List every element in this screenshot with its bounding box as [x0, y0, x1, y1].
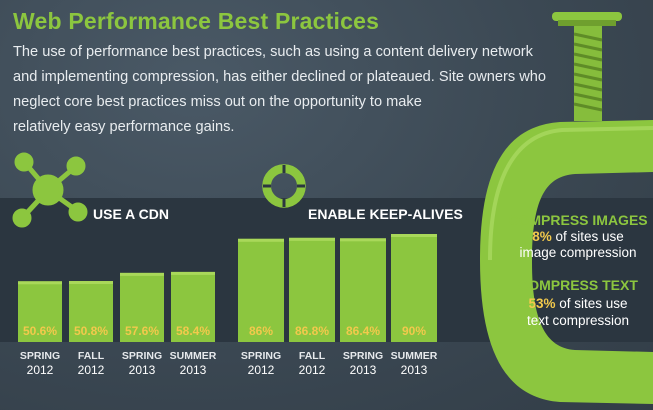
- compress-text-heading: COMPRESS TEXT: [518, 277, 638, 293]
- x-tick-year: 2013: [350, 363, 377, 377]
- bar-value-label: 86%: [249, 324, 273, 338]
- bar-highlight: [238, 238, 284, 242]
- bar: [120, 272, 164, 342]
- network-nodes-icon: [12, 152, 88, 228]
- x-tick-year: 2013: [401, 363, 428, 377]
- x-tick-season: SUMMER: [391, 350, 438, 362]
- bar-value-label: 86.4%: [346, 324, 380, 338]
- x-tick-season: SUMMER: [170, 350, 217, 362]
- bar-value-label: 86.8%: [295, 324, 329, 338]
- x-tick-season: SPRING: [343, 350, 383, 362]
- compress-text-pct: 53%: [528, 296, 556, 311]
- bar: [171, 271, 215, 342]
- compress-images-pct: 8%: [532, 229, 552, 244]
- bar-value-label: 50.8%: [74, 324, 108, 338]
- x-tick-season: SPRING: [20, 350, 60, 362]
- compress-images-line2: image compression: [519, 245, 637, 260]
- x-tick-year: 2012: [248, 363, 275, 377]
- bar: [18, 281, 62, 342]
- bar-highlight: [289, 237, 335, 241]
- x-tick-season: FALL: [78, 350, 105, 362]
- bar: [391, 234, 437, 342]
- chart-title-keep-alives: ENABLE KEEP-ALIVES: [308, 206, 463, 222]
- bar-value-label: 50.6%: [23, 324, 57, 338]
- bar-highlight: [340, 238, 386, 242]
- bar-highlight: [18, 281, 62, 285]
- bar-highlight: [171, 271, 215, 275]
- bar: [69, 281, 113, 342]
- bar-highlight: [120, 272, 164, 276]
- bar-value-label: 58.4%: [176, 324, 210, 338]
- x-tick-season: FALL: [299, 350, 326, 362]
- compress-images-heading: COMPRESS IMAGES: [508, 212, 648, 228]
- bar-value-label: 90%: [402, 324, 426, 338]
- bar-highlight: [391, 234, 437, 237]
- x-tick-year: 2012: [78, 363, 105, 377]
- bar: [340, 238, 386, 342]
- life-ring-icon: [262, 164, 306, 208]
- chart-title-cdn: USE A CDN: [93, 206, 169, 222]
- x-tick-year: 2012: [299, 363, 326, 377]
- description-line-4: relatively easy performance gains.: [13, 119, 235, 135]
- x-tick-season: SPRING: [122, 350, 162, 362]
- bar-value-label: 57.6%: [125, 324, 159, 338]
- description-line-2: and implementing compression, has either…: [13, 69, 546, 85]
- description-line-1: The use of performance best practices, s…: [13, 44, 533, 60]
- bar: [289, 237, 335, 342]
- x-tick-year: 2013: [180, 363, 207, 377]
- compress-text-line2: text compression: [526, 313, 630, 328]
- bar: [238, 238, 284, 342]
- x-tick-season: SPRING: [241, 350, 281, 362]
- x-tick-year: 2013: [129, 363, 156, 377]
- x-tick-year: 2012: [27, 363, 54, 377]
- bar-highlight: [69, 281, 113, 285]
- compress-text-line1: of sites use: [555, 296, 628, 311]
- description-line-3: neglect core best practices miss out on …: [13, 94, 422, 110]
- compress-images-text: 8% of sites use: [508, 229, 648, 245]
- compress-text-text: 53% of sites use: [508, 296, 648, 312]
- page-title: Web Performance Best Practices: [13, 8, 380, 34]
- compress-images-line1: of sites use: [551, 229, 624, 244]
